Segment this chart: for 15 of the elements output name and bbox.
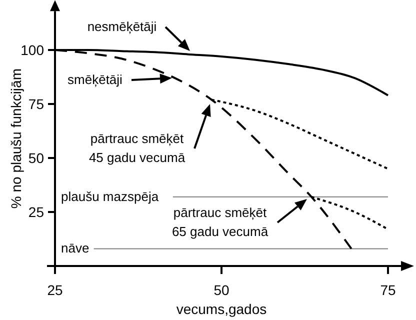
ref-line-label: plaušu mazspēja bbox=[61, 188, 160, 204]
annotation: pārtrauc smēķēt 45 gadu vecumā bbox=[88, 131, 186, 165]
x-tick-label: 75 bbox=[380, 282, 396, 298]
y-tick-label: 25 bbox=[28, 204, 44, 220]
x-tick-label: 50 bbox=[214, 282, 230, 298]
x-tick-label: 25 bbox=[47, 282, 63, 298]
annotation: nesmēķētāji bbox=[87, 19, 157, 34]
y-tick-label: 100 bbox=[20, 42, 44, 58]
annotation: smēķētāji bbox=[68, 72, 123, 87]
annotation: pārtrauc smēķēt 65 gadu vecumā bbox=[172, 205, 269, 239]
y-tick-label: 75 bbox=[28, 96, 44, 112]
x-axis-title: vecums,gados bbox=[176, 301, 267, 317]
ref-line-label: nāve bbox=[61, 240, 90, 256]
y-tick-label: 50 bbox=[28, 150, 44, 166]
y-axis-title: % no plaušu funkcijām bbox=[8, 68, 24, 209]
